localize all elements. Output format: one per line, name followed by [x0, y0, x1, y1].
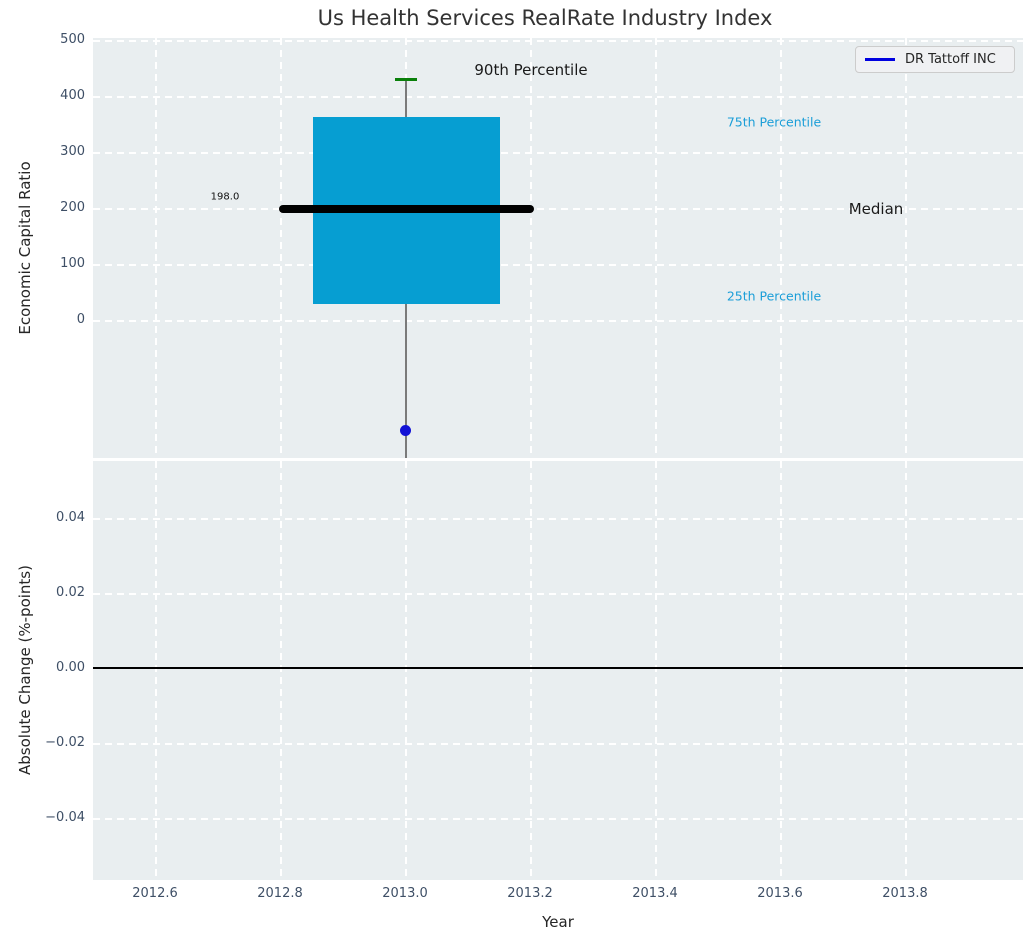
- ytick-300: 300: [60, 144, 85, 159]
- top-plot-area: 198.0 90th Percentile 75th Percentile Me…: [93, 38, 1023, 458]
- ytick-0.02: 0.02: [56, 585, 85, 600]
- gridline-x-2012.8: [280, 38, 282, 458]
- gridline-y-100: [93, 264, 1023, 266]
- legend-line-icon: [865, 58, 895, 61]
- median-value-label: 198.0: [210, 191, 240, 203]
- gridline-y--0.02: [93, 743, 1023, 745]
- percentile-90-cap: [395, 78, 417, 81]
- gridline-y-0.02: [93, 593, 1023, 595]
- chart-title: Us Health Services RealRate Industry Ind…: [317, 6, 773, 30]
- gridline-x-2012.6: [155, 461, 157, 880]
- gridline-x-2013.8: [905, 461, 907, 880]
- gridline-x-2013.4: [655, 461, 657, 880]
- ytick-0.04: 0.04: [56, 510, 85, 525]
- ytick--0.02: −0.02: [45, 735, 85, 750]
- xtick-2012.6: 2012.6: [132, 886, 178, 901]
- x-axis-label: Year: [542, 913, 574, 931]
- gridline-y-300: [93, 152, 1023, 154]
- xtick-2013.8: 2013.8: [882, 886, 928, 901]
- gridline-x-2012.6: [155, 38, 157, 458]
- gridline-x-2013.6: [780, 38, 782, 458]
- percentile-90-label: 90th Percentile: [474, 61, 588, 79]
- company-data-point: [400, 425, 411, 436]
- zero-baseline: [93, 667, 1023, 669]
- legend: DR Tattoff INC: [855, 46, 1015, 73]
- gridline-y-500: [93, 40, 1023, 42]
- gridline-x-2012.8: [280, 461, 282, 880]
- gridline-y-0: [93, 320, 1023, 322]
- gridline-x-2013.4: [655, 38, 657, 458]
- gridline-y-200: [93, 208, 1023, 210]
- gridline-x-2013.2: [530, 38, 532, 458]
- ytick--0.04: −0.04: [45, 810, 85, 825]
- xtick-2013.0: 2013.0: [382, 886, 428, 901]
- gridline-x-2013.2: [530, 461, 532, 880]
- median-label: Median: [848, 200, 904, 218]
- ytick-400: 400: [60, 88, 85, 103]
- percentile-25-label: 25th Percentile: [726, 288, 822, 304]
- ytick-200: 200: [60, 200, 85, 215]
- bottom-y-axis-label: Absolute Change (%-points): [16, 565, 34, 775]
- gridline-x-2013.6: [780, 461, 782, 880]
- xtick-2013.6: 2013.6: [757, 886, 803, 901]
- gridline-x-2013.8: [905, 38, 907, 458]
- ytick-0: 0: [76, 312, 85, 327]
- xtick-2012.8: 2012.8: [257, 886, 303, 901]
- median-line: [279, 205, 534, 213]
- bottom-plot-area: [93, 461, 1023, 880]
- legend-entry-label: DR Tattoff INC: [905, 52, 996, 67]
- percentile-75-label: 75th Percentile: [726, 114, 822, 130]
- ytick-0.00: 0.00: [56, 660, 85, 675]
- ytick-500: 500: [60, 32, 85, 47]
- gridline-y--0.04: [93, 818, 1023, 820]
- top-y-axis-label: Economic Capital Ratio: [16, 161, 34, 335]
- xtick-2013.4: 2013.4: [632, 886, 678, 901]
- gridline-y-400: [93, 96, 1023, 98]
- ytick-100: 100: [60, 256, 85, 271]
- gridline-x-2013.0: [405, 461, 407, 880]
- xtick-2013.2: 2013.2: [507, 886, 553, 901]
- gridline-y-0.04: [93, 518, 1023, 520]
